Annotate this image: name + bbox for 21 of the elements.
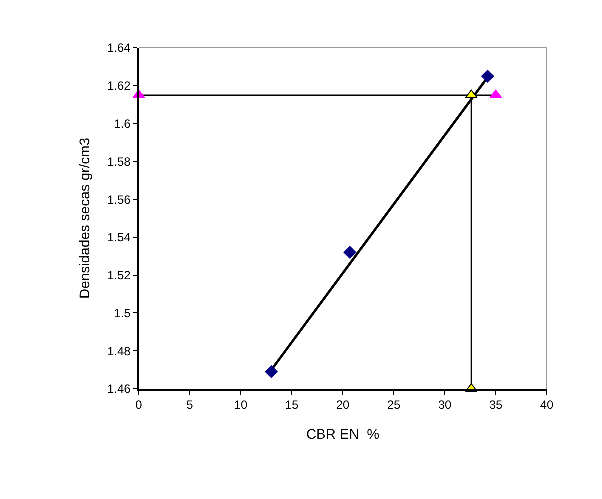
x-tick-label: 25: [387, 398, 401, 412]
y-tick-label: 1.48: [107, 344, 132, 358]
y-axis-title: Densidades secas gr/cm3: [76, 138, 93, 300]
y-tick-label: 1.64: [107, 41, 132, 56]
x-axis-title: CBR EN %: [306, 426, 380, 442]
y-tick-label: 1.58: [107, 154, 132, 169]
y-tick-label: 1.6: [114, 116, 132, 131]
x-tick-label: 5: [186, 398, 194, 412]
y-tick-label: 1.54: [107, 230, 132, 245]
y-tick-label: 1.56: [107, 192, 132, 207]
y-tick-label: 1.46: [107, 382, 132, 396]
x-tick-label: 40: [540, 398, 554, 412]
y-tick-label: 1.5: [114, 306, 132, 320]
y-tick-label: 1.62: [107, 79, 132, 94]
x-tick-label: 35: [489, 398, 503, 412]
x-tick-label: 15: [285, 398, 299, 412]
y-tick-label: 1.52: [107, 268, 132, 283]
x-tick-label: 0: [136, 398, 143, 412]
x-tick-label: 10: [234, 398, 248, 412]
x-tick-label: 30: [438, 398, 452, 412]
x-tick-label: 20: [336, 398, 350, 412]
